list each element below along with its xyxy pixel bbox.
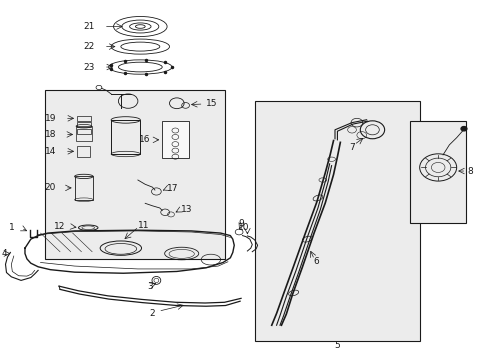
Text: 12: 12 <box>53 222 65 231</box>
Text: 19: 19 <box>44 114 56 123</box>
Text: 8: 8 <box>467 167 473 176</box>
Text: 11: 11 <box>138 221 149 230</box>
Text: 7: 7 <box>348 143 354 152</box>
Bar <box>111 120 140 154</box>
Text: 22: 22 <box>83 42 95 51</box>
Text: 18: 18 <box>44 130 56 139</box>
Text: 17: 17 <box>167 184 178 193</box>
Bar <box>162 121 188 158</box>
Text: 13: 13 <box>181 205 192 214</box>
Text: 16: 16 <box>138 135 150 144</box>
Bar <box>77 146 89 157</box>
Text: 14: 14 <box>45 147 56 156</box>
Text: 2: 2 <box>149 309 155 318</box>
Circle shape <box>460 127 466 131</box>
Text: 20: 20 <box>45 183 56 192</box>
Bar <box>409 121 466 223</box>
Text: 5: 5 <box>334 341 340 350</box>
Bar <box>45 90 225 259</box>
Text: 10: 10 <box>238 223 249 232</box>
Bar <box>75 176 93 200</box>
Text: 9: 9 <box>238 219 244 228</box>
Text: 23: 23 <box>83 63 95 72</box>
Text: 21: 21 <box>83 22 95 31</box>
Bar <box>77 122 90 127</box>
Text: 15: 15 <box>205 99 217 108</box>
Bar <box>76 126 91 140</box>
Text: 1: 1 <box>9 223 15 232</box>
Text: 3: 3 <box>147 282 153 291</box>
Bar <box>254 101 419 341</box>
Bar <box>77 116 90 121</box>
Bar <box>77 129 90 134</box>
Text: 4: 4 <box>1 249 7 258</box>
Text: 6: 6 <box>312 257 318 266</box>
